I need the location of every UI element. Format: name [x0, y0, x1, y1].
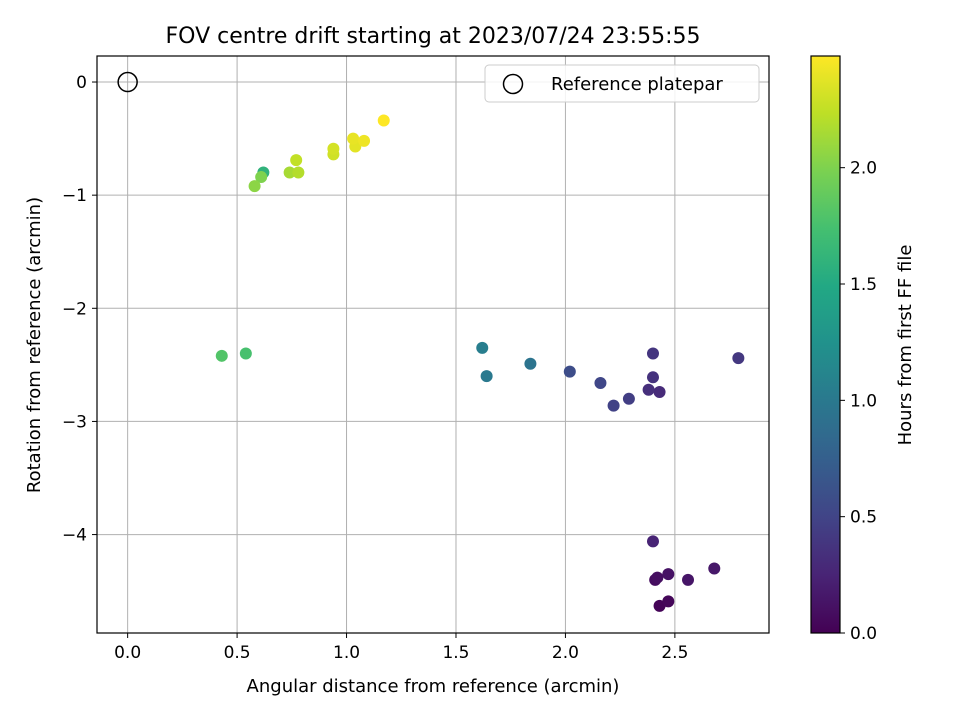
data-point	[651, 571, 664, 584]
legend-reference-marker	[502, 73, 524, 95]
data-point	[682, 573, 695, 586]
data-point	[662, 568, 675, 581]
plot-frame	[96, 55, 770, 634]
colorbar: 0.0 0.5 1.0 1.5 2.0	[810, 55, 877, 644]
data-point	[653, 386, 666, 399]
y-tick-label: 0	[76, 73, 87, 93]
data-point	[732, 352, 745, 365]
data-point	[292, 166, 305, 179]
data-point	[642, 383, 655, 396]
data-point	[327, 142, 340, 155]
x-tick-label: 0.5	[224, 643, 251, 663]
colorbar-tick-label: 0.0	[850, 624, 877, 644]
x-tick-label: 2.5	[661, 643, 688, 663]
data-point	[607, 399, 620, 412]
legend-reference-label: Reference platepar	[551, 74, 723, 95]
data-point	[563, 365, 576, 378]
data-point	[524, 357, 537, 370]
data-point	[646, 535, 659, 548]
data-point	[377, 114, 390, 127]
colorbar-tick-label: 2.0	[850, 159, 877, 179]
data-point	[255, 171, 268, 184]
data-point	[646, 371, 659, 384]
y-tick-label: −3	[62, 412, 87, 432]
y-tick-label: −1	[62, 186, 87, 206]
data-point	[239, 347, 252, 360]
legend: Reference platepar	[484, 64, 760, 103]
data-point	[283, 166, 296, 179]
x-tick-label: 2.0	[552, 643, 579, 663]
colorbar-tick-label: 1.0	[850, 391, 877, 411]
data-point	[358, 134, 371, 147]
colorbar-tick-label: 1.5	[850, 275, 877, 295]
data-point	[215, 349, 228, 362]
data-point	[662, 595, 675, 608]
y-tick-label: −4	[62, 526, 87, 546]
data-point	[347, 132, 360, 145]
legend-box	[484, 64, 760, 103]
x-tick-label: 1.5	[442, 643, 469, 663]
x-tick-label: 0.0	[114, 643, 141, 663]
y-tick-label: −2	[62, 299, 87, 319]
data-point	[708, 562, 721, 575]
y-axis-label: Rotation from reference (arcmin)	[24, 197, 45, 493]
plot-area: 0.0 0.5 1.0 1.5 2.0 2.5 0 −1 −2 −3 −4	[62, 55, 770, 663]
colorbar-tick-label: 0.5	[850, 508, 877, 528]
colorbar-gradient	[810, 55, 841, 634]
data-point	[476, 341, 489, 354]
colorbar-label: Hours from first FF file	[895, 245, 916, 446]
data-point	[646, 347, 659, 360]
chart-title: FOV centre drift starting at 2023/07/24 …	[166, 24, 701, 49]
data-point	[594, 376, 607, 389]
reference-marker	[117, 71, 138, 93]
data-point	[622, 392, 635, 405]
x-axis-label: Angular distance from reference (arcmin)	[247, 676, 620, 697]
data-point	[480, 370, 493, 383]
x-tick-label: 1.0	[333, 643, 360, 663]
data-point	[248, 180, 261, 193]
data-point	[290, 154, 303, 167]
